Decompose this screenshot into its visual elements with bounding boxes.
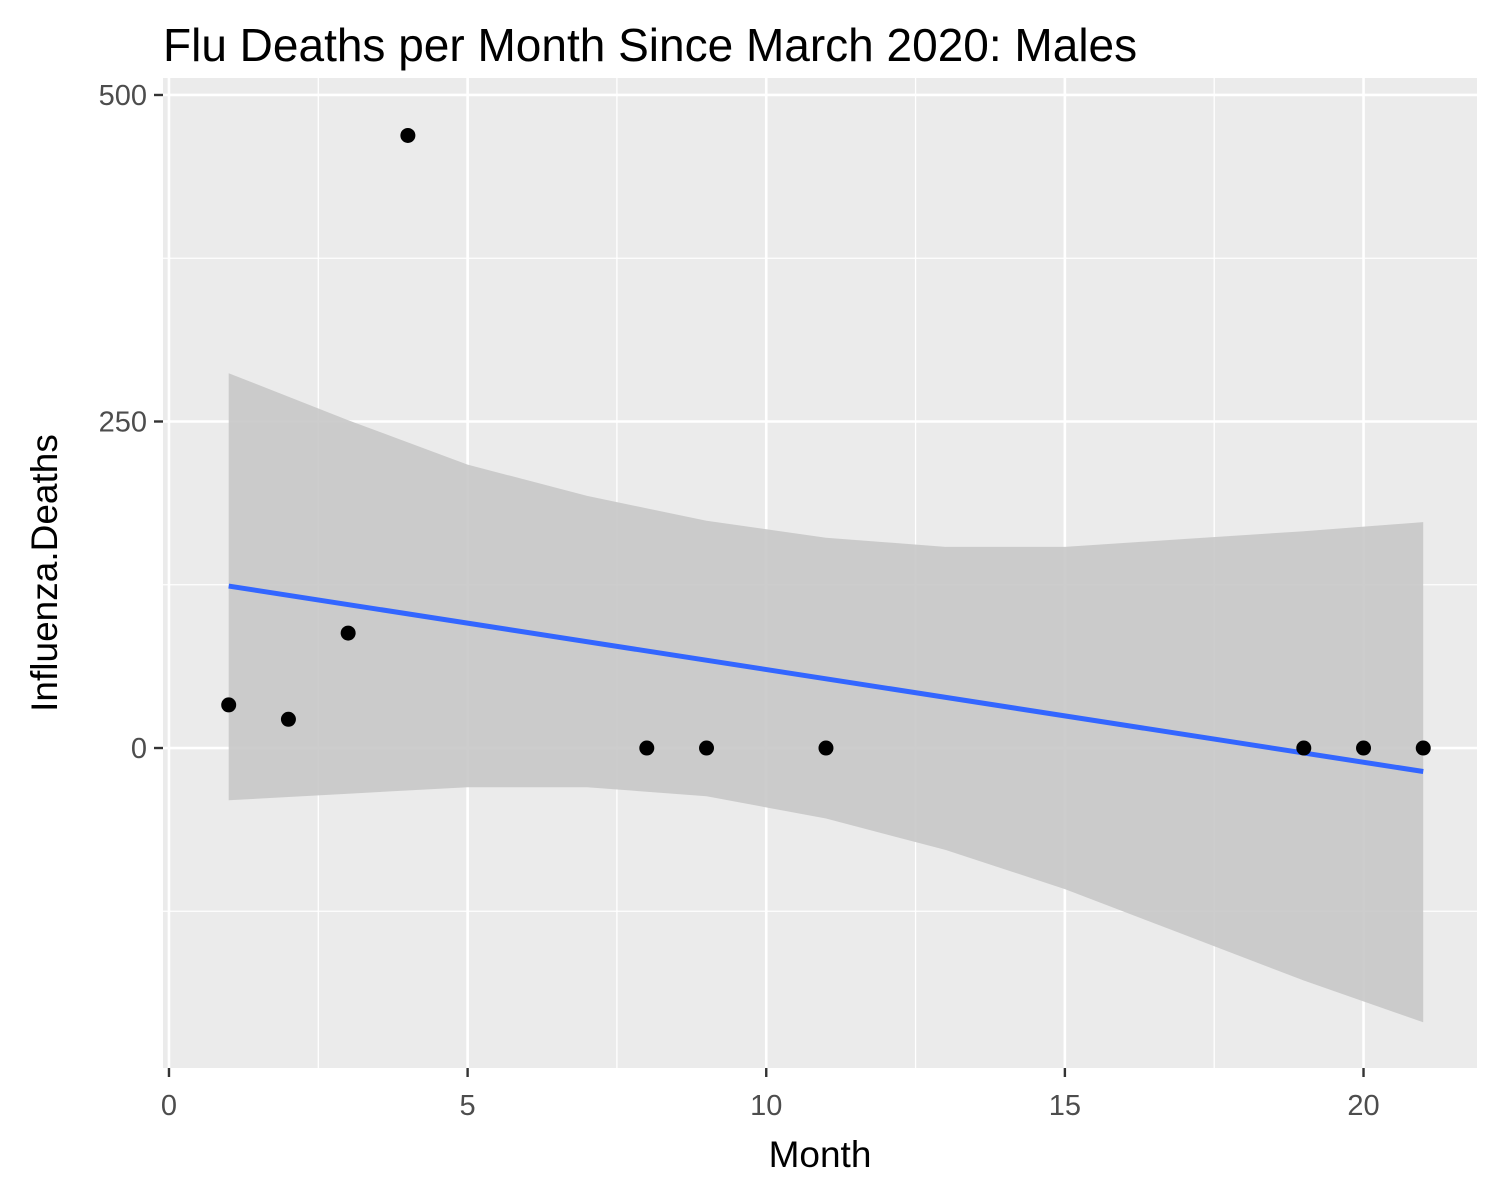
y-tick-label: 500 (99, 80, 147, 112)
data-point (221, 697, 237, 713)
y-tick-label: 250 (99, 406, 147, 438)
data-point (639, 740, 655, 756)
x-axis: 0 5 10 15 20 (161, 1068, 1380, 1122)
y-axis-title: Influenza.Deaths (24, 434, 65, 712)
trend-line (228, 583, 1424, 774)
chart-title: Flu Deaths per Month Since March 2020: M… (163, 19, 1138, 71)
x-axis-title: Month (769, 1134, 872, 1175)
y-tick-label: 0 (131, 733, 147, 765)
x-tick-label: 20 (1347, 1090, 1379, 1122)
y-axis: 0 250 500 (99, 80, 163, 765)
data-point (1296, 740, 1312, 756)
x-tick-label: 10 (750, 1090, 782, 1122)
data-points (221, 127, 1431, 756)
x-tick-label: 5 (460, 1090, 476, 1122)
data-point (1415, 740, 1431, 756)
confidence-band (228, 373, 1424, 1023)
data-point (340, 625, 356, 641)
data-point (818, 740, 834, 756)
x-tick-label: 0 (161, 1090, 177, 1122)
data-point (1356, 740, 1372, 756)
data-point (400, 127, 416, 143)
x-tick-label: 15 (1049, 1090, 1081, 1122)
data-point (280, 711, 296, 727)
data-point (699, 740, 715, 756)
